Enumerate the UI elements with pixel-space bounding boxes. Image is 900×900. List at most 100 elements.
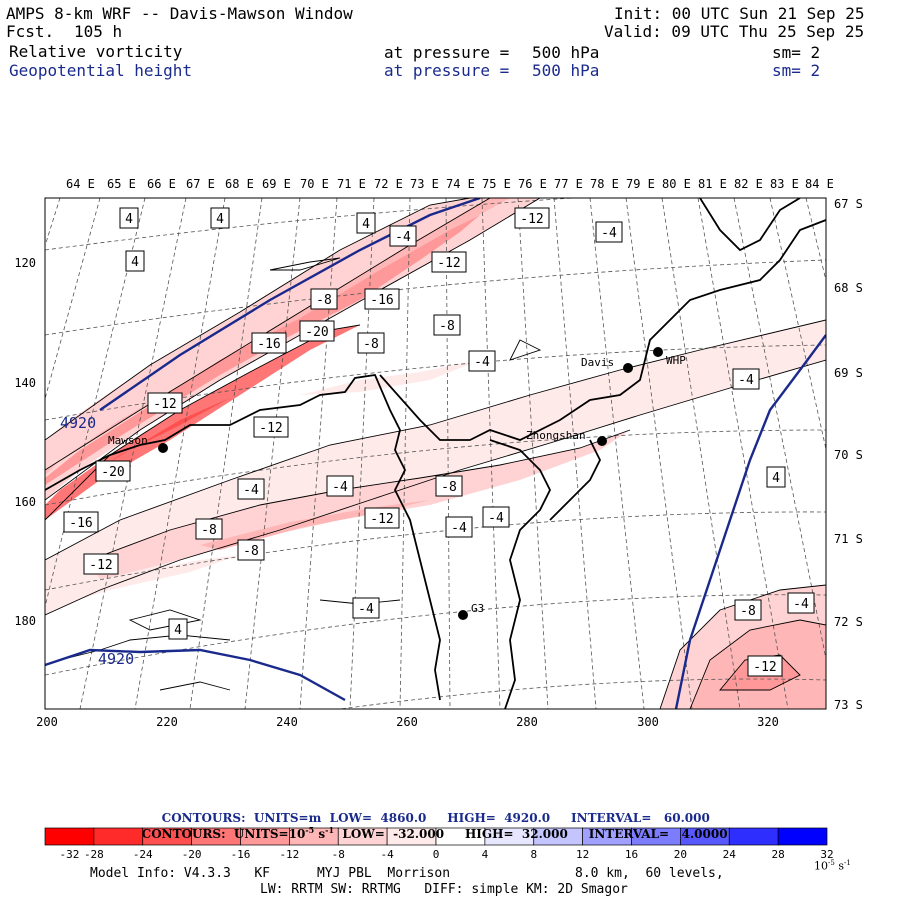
svg-text:-4: -4	[738, 373, 754, 388]
svg-text:-16: -16	[370, 293, 393, 308]
svg-text:-4: -4	[358, 602, 374, 617]
height-contour-label: 4920	[98, 650, 134, 668]
vorticity-value-labels: 4 4 4 4 -4 -12 -4 -12 -8 -16 -20 -16 -8 …	[63, 207, 815, 677]
svg-text:-16: -16	[257, 337, 280, 352]
colorbar-tick-label: -20	[182, 848, 202, 861]
colorbar-tick-label: -24	[133, 848, 153, 861]
x-tick-label: 240	[276, 715, 298, 729]
lon-label: 80 E	[662, 177, 691, 191]
contour-label: 4	[356, 212, 376, 234]
svg-text:-12: -12	[520, 212, 543, 227]
svg-text:-12: -12	[370, 512, 393, 527]
contour-label: -4	[595, 221, 623, 243]
contour-label: -8	[195, 518, 223, 540]
contour-label: -8	[433, 314, 461, 336]
vorticity-shading	[45, 198, 826, 709]
contour-label: -4	[352, 597, 380, 619]
lon-label: 75 E	[482, 177, 511, 191]
svg-text:-8: -8	[740, 604, 756, 619]
svg-text:-4: -4	[793, 597, 809, 612]
lon-label: 68 E	[225, 177, 254, 191]
contour-label: 4	[766, 466, 786, 488]
svg-text:4: 4	[362, 217, 370, 232]
plot-frame	[44, 197, 827, 710]
colorbar-tick-label: -16	[231, 848, 251, 861]
lon-label: 69 E	[262, 177, 291, 191]
colorbar-tick-label: 28	[772, 848, 785, 861]
height-contour-label: 4920	[60, 414, 96, 432]
svg-text:-12: -12	[89, 558, 112, 573]
lat-label: 67 S	[834, 197, 863, 211]
contour-label: -4	[468, 350, 496, 372]
contour-label: -8	[237, 539, 265, 561]
station-label: G3	[471, 602, 484, 615]
contour-label: 4	[119, 207, 139, 229]
contour-label: 4	[210, 207, 230, 229]
lon-label: 66 E	[147, 177, 176, 191]
x-tick-label: 220	[156, 715, 178, 729]
colorbar-tick-label: 8	[530, 848, 537, 861]
station-marker	[158, 443, 168, 453]
x-tick-label: 260	[396, 715, 418, 729]
contour-label: -12	[431, 251, 467, 273]
contour-label: -12	[514, 207, 550, 229]
longitude-labels: 64 E 65 E 66 E 67 E 68 E 69 E 70 E 71 E …	[66, 177, 834, 191]
svg-text:-20: -20	[305, 325, 328, 340]
svg-text:-12: -12	[153, 397, 176, 412]
svg-text:-12: -12	[753, 660, 776, 675]
contour-label: -16	[364, 288, 400, 310]
model-grid: 8.0 km, 60 levels,	[575, 866, 724, 881]
svg-text:4: 4	[125, 212, 133, 227]
contours-line-1: CONTOURS: UNITS=m LOW= 4860.0 HIGH= 4920…	[161, 811, 710, 825]
svg-text:4: 4	[216, 212, 224, 227]
station-marker	[653, 347, 663, 357]
contour-label: -16	[251, 332, 287, 354]
lon-label: 73 E	[410, 177, 439, 191]
lon-label: 71 E	[337, 177, 366, 191]
lon-label: 83 E	[770, 177, 799, 191]
colorbar-tick-label: 20	[674, 848, 687, 861]
contour-label: -12	[147, 392, 183, 414]
y-tick-label: 160	[14, 495, 36, 509]
field1-name: Relative vorticity	[9, 42, 183, 61]
contour-label: -8	[435, 475, 463, 497]
lat-label: 71 S	[834, 532, 863, 546]
contour-label: -4	[787, 592, 815, 614]
lon-label: 78 E	[590, 177, 619, 191]
colorbar-tick-label: -4	[381, 848, 395, 861]
forecast-label: Fcst.	[6, 22, 55, 41]
svg-text:-8: -8	[316, 293, 332, 308]
colorbar-tick-label: 12	[576, 848, 589, 861]
contour-label: -16	[63, 511, 99, 533]
x-tick-label: 280	[516, 715, 538, 729]
model-info: Model Info: V4.3.3 KF MYJ PBL Morrison	[90, 866, 451, 881]
contour-label: -4	[445, 516, 473, 538]
lat-label: 68 S	[834, 281, 863, 295]
field2-pressure-label: at pressure =	[384, 61, 510, 80]
colorbar-tick-label: 0	[433, 848, 440, 861]
svg-text:-4: -4	[488, 511, 504, 526]
colorbar-swatch	[777, 827, 828, 846]
field2-pressure: 500 hPa	[532, 61, 600, 80]
colorbar-tick-label: 24	[723, 848, 737, 861]
lon-label: 74 E	[446, 177, 475, 191]
svg-text:4: 4	[772, 471, 780, 486]
x-tick-label: 320	[757, 715, 779, 729]
svg-text:-4: -4	[332, 480, 348, 495]
contour-label: 4	[125, 250, 145, 272]
svg-text:-8: -8	[243, 544, 259, 559]
colorbar: -32 -28 -24 -20 -16 -12 -8 -4 0 4 8 12 16 20 24 28 32	[44, 827, 834, 861]
colorbar-swatch	[44, 827, 95, 846]
svg-text:-8: -8	[441, 480, 457, 495]
svg-text:-4: -4	[474, 355, 490, 370]
lat-label: 69 S	[834, 366, 863, 380]
contour-label: -12	[83, 553, 119, 575]
latitude-labels: 67 S 68 S 69 S 70 S 71 S 72 S 73 S	[834, 197, 863, 712]
lon-label: 82 E	[734, 177, 763, 191]
lon-label: 79 E	[626, 177, 655, 191]
svg-text:-4: -4	[601, 226, 617, 241]
contour-label: -12	[364, 507, 400, 529]
colorbar-tick-label: 32	[820, 848, 833, 861]
field1-pressure: 500 hPa	[532, 43, 600, 62]
